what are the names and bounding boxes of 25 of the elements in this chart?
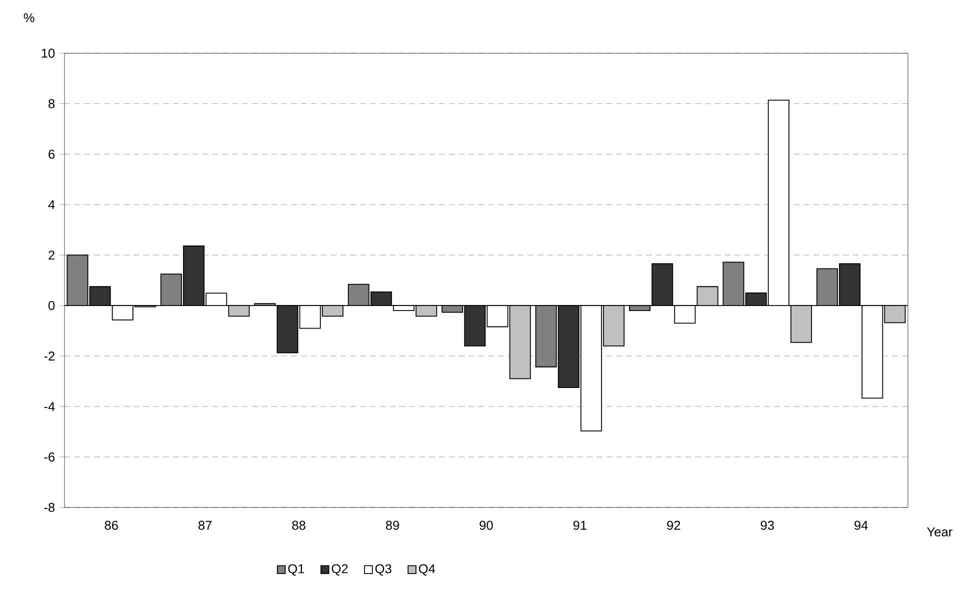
legend-label: Q2 — [332, 564, 348, 576]
y-tick-label: -2 — [44, 352, 54, 361]
legend-label: Q4 — [418, 564, 436, 576]
x-tick-label: 86 — [104, 520, 118, 530]
y-tick-label: 8 — [48, 99, 55, 108]
x-tick-label: 90 — [480, 520, 493, 530]
x-tick-label: 89 — [386, 520, 399, 530]
x-tick-label: 88 — [292, 520, 306, 530]
y-tick-label: -4 — [44, 402, 55, 411]
x-tick-label: 91 — [573, 520, 586, 530]
y-tick-label: -6 — [44, 452, 55, 462]
x-tick-label: 92 — [667, 520, 680, 530]
y-tick-label: 2 — [48, 250, 54, 260]
y-tick-label: 4 — [48, 200, 55, 210]
legend-label: Q1 — [288, 564, 304, 576]
y-tick-label: 6 — [48, 150, 55, 159]
y-axis-title: % — [24, 13, 34, 22]
y-tick-label: 0 — [48, 301, 55, 310]
y-tick-label: 10 — [42, 48, 55, 58]
x-tick-label: 87 — [198, 520, 212, 530]
x-tick-label: 93 — [760, 520, 774, 530]
y-tick-label: -8 — [44, 502, 55, 512]
x-axis-title: Year — [926, 528, 952, 536]
legend-label: Q3 — [375, 564, 392, 576]
x-tick-label: 94 — [854, 520, 868, 530]
